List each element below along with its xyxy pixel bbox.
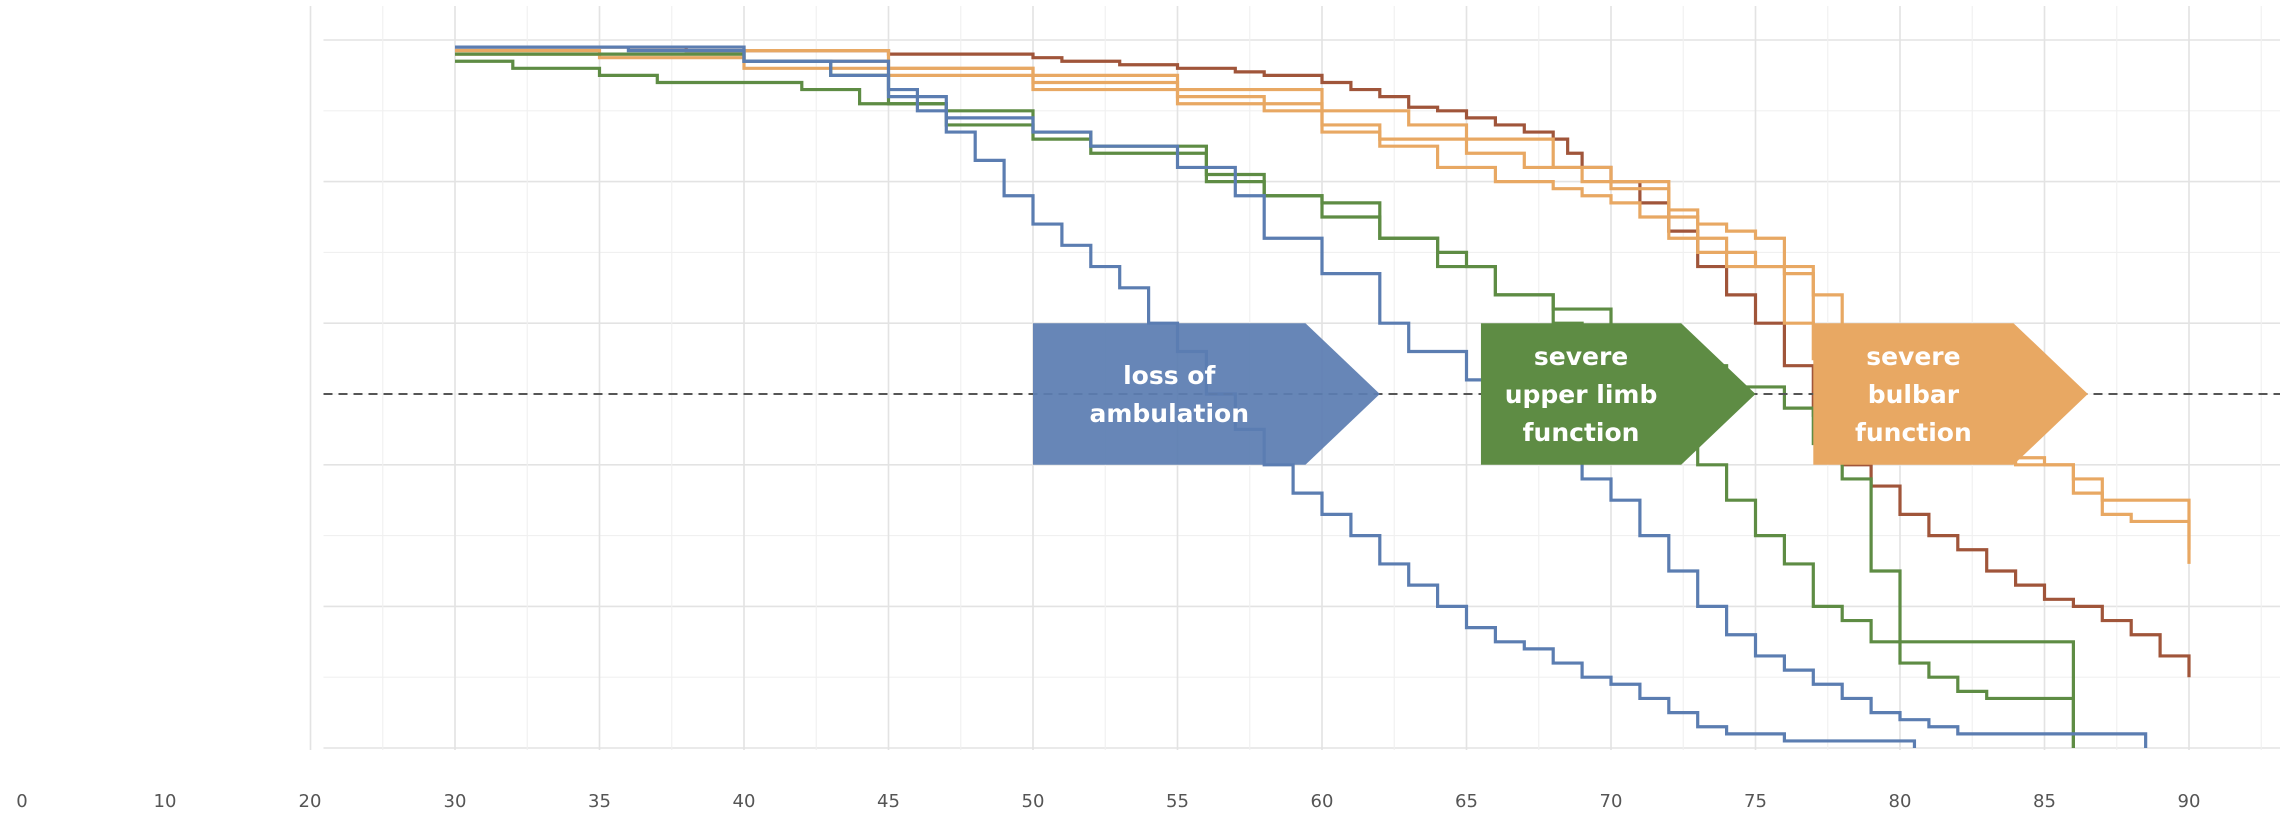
x-tick-label: 40 [733, 791, 756, 812]
left-tick-label: 0 [16, 791, 27, 812]
x-tick-label: 35 [588, 791, 611, 812]
annotation-arrow-shape [1480, 323, 1756, 465]
x-tick-label: 70 [1600, 791, 1623, 812]
annotation-arrow-shape [1033, 323, 1380, 465]
annotation-arrow-0: loss of ambulation [1033, 323, 1380, 465]
annotation-label: function [1855, 418, 1972, 447]
x-tick-label: 85 [2033, 791, 2056, 812]
x-tick-label: 80 [1889, 791, 1912, 812]
x-tick-label: 50 [1022, 791, 1045, 812]
annotation-label: upper limb [1505, 380, 1658, 409]
x-tick-label: 90 [2178, 791, 2201, 812]
annotation-label: loss of [1123, 361, 1216, 390]
annotation-label: severe [1866, 342, 1960, 371]
x-tick-label: 45 [877, 791, 900, 812]
annotation-arrow-1: severe upper limb function [1480, 323, 1756, 465]
x-tick-label: 75 [1744, 791, 1767, 812]
annotation-label: ambulation [1089, 399, 1249, 428]
annotation-label: severe [1534, 342, 1628, 371]
series-line-ambulation-6 [455, 45, 1917, 748]
annotation-arrow-2: severe bulbar function [1813, 323, 2088, 465]
x-tick-label: 60 [1311, 791, 1334, 812]
annotation-label: function [1523, 418, 1640, 447]
left-tick-label: 20 [299, 791, 322, 812]
x-tick-label: 55 [1166, 791, 1189, 812]
annotation-label: bulbar [1868, 380, 1960, 409]
x-tick-label: 30 [444, 791, 467, 812]
gridlines [309, 6, 2280, 750]
annotation-arrow-shape [1813, 323, 2088, 465]
x-axis-ticks: 30 35 40 45 50 55 60 65 70 75 80 85 90 0 10 20 [16, 791, 2200, 812]
x-tick-label: 65 [1455, 791, 1478, 812]
left-tick-label: 10 [154, 791, 177, 812]
annotation-layer: loss of ambulation severe upper limb functio… [1033, 323, 2088, 465]
